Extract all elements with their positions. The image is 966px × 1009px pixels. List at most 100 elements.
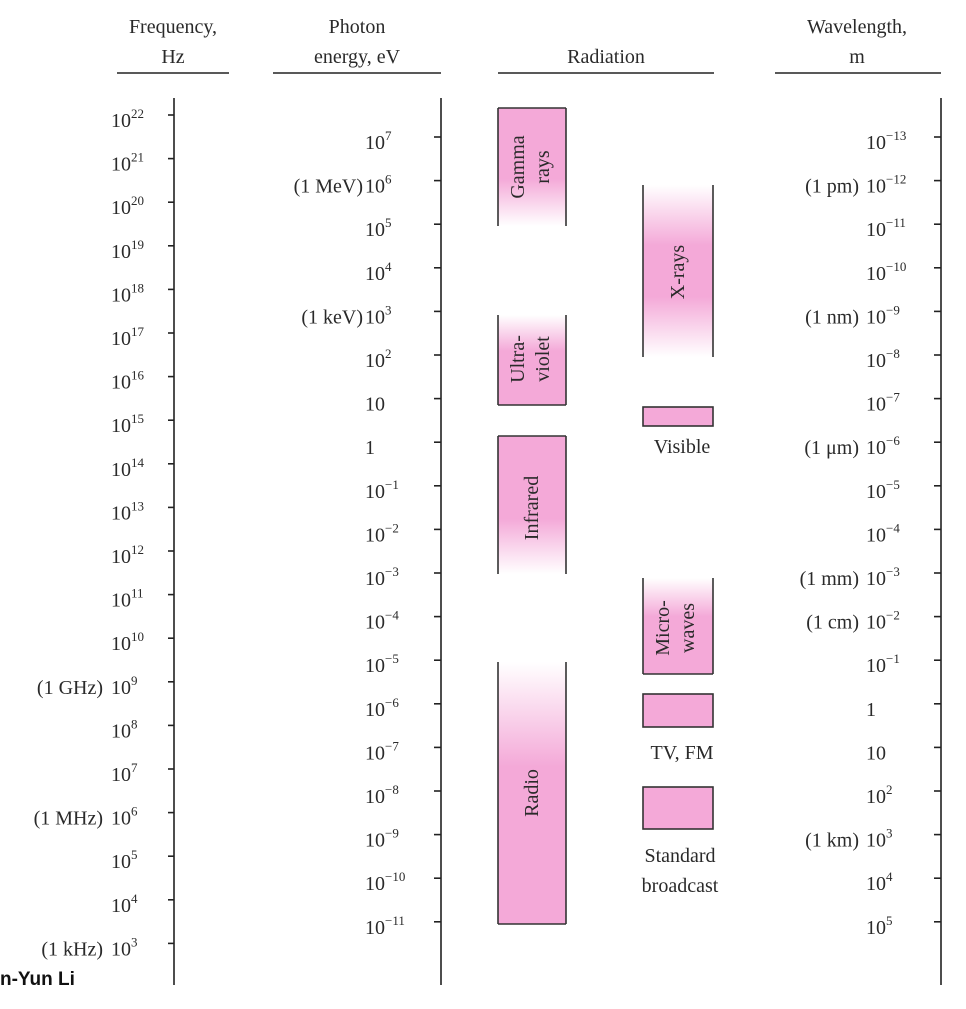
- wavelength-tick-label: 10−8: [866, 346, 900, 372]
- gamma-rays-fill: [498, 108, 566, 226]
- frequency-unit-label: (1 GHz): [37, 677, 103, 699]
- visible-band: Visible: [642, 406, 714, 458]
- energy-tick-label: 102: [365, 346, 392, 372]
- microwaves-label-line2: waves: [677, 603, 699, 653]
- wavelength-unit-label: (1 cm): [806, 612, 859, 634]
- wavelength-header-line2: m: [849, 46, 865, 68]
- ultraviolet-label-line1: Ultra-: [507, 335, 529, 383]
- energy-tick-label: 10−11: [365, 913, 405, 939]
- energy-tick-label: 10: [365, 394, 385, 416]
- wavelength-tick-label: 10−4: [866, 520, 900, 546]
- tv-fm-label: TV, FM: [651, 742, 714, 764]
- frequency-tick-label: 107: [111, 760, 138, 786]
- infrared-band: Infrared: [497, 435, 567, 574]
- wavelength-tick-label: 10−10: [866, 259, 906, 285]
- energy-tick-label: 10−9: [365, 826, 399, 852]
- wavelength-unit-label: (1 km): [805, 830, 859, 852]
- radio-fill: [498, 662, 566, 924]
- ultraviolet-fill: [498, 315, 566, 405]
- frequency-tick-label: 103: [111, 934, 138, 960]
- frequency-tick-label: 1010: [111, 629, 144, 655]
- energy-tick-label: 10−3: [365, 564, 399, 590]
- gamma-rays-band: Gamma rays: [497, 107, 567, 226]
- frequency-tick-label: 106: [111, 804, 138, 830]
- energy-unit-label: (1 keV): [301, 306, 363, 328]
- frequency-tick-label: 1012: [111, 542, 144, 568]
- wavelength-unit-label: (1 nm): [805, 306, 859, 328]
- ultraviolet-band: Ultra- violet: [497, 315, 567, 406]
- infrared-fill: [498, 436, 566, 574]
- wavelength-tick-label: 10−5: [866, 477, 900, 503]
- wavelength-unit-label: (1 mm): [800, 568, 859, 590]
- frequency-tick-label: 1021: [111, 150, 144, 176]
- wavelength-tick-label: 10−2: [866, 608, 900, 634]
- tv-fm-box: [642, 693, 714, 728]
- frequency-unit-label: (1 MHz): [34, 808, 103, 830]
- radio-band: Radio: [497, 662, 567, 925]
- frequency-unit-label: (1 kHz): [41, 938, 103, 960]
- frequency-tick-label: 105: [111, 847, 138, 873]
- wavelength-tick-label: 10−11: [866, 215, 906, 241]
- energy-tick-label: 105: [365, 215, 392, 241]
- visible-box: [642, 406, 714, 427]
- wavelength-unit-label: (1 pm): [805, 176, 859, 198]
- energy-header-line1: Photon: [329, 16, 386, 38]
- wavelength-tick-label: 10: [866, 742, 886, 764]
- standard-broadcast-box: [642, 786, 714, 830]
- microwaves-label-line1: Micro-: [652, 600, 674, 656]
- wavelength-unit-label: (1 μm): [804, 437, 859, 459]
- energy-tick-label: 10−8: [365, 782, 399, 808]
- ultraviolet-label-line2: violet: [532, 336, 554, 382]
- frequency-tick-label: 1019: [111, 237, 144, 263]
- standard-broadcast-band: Standard broadcast: [642, 786, 719, 897]
- gamma-rays-label-line1: Gamma: [507, 135, 529, 198]
- frequency-tick-label: 108: [111, 716, 138, 742]
- tv-fm-band: TV, FM: [642, 693, 714, 764]
- energy-header-line2: energy, eV: [314, 46, 401, 68]
- frequency-header-line1: Frequency,: [129, 16, 217, 38]
- frequency-tick-label: 1015: [111, 411, 144, 437]
- energy-tick-label: 10−4: [365, 608, 399, 634]
- infrared-label: Infrared: [521, 476, 543, 540]
- standard-broadcast-label-line1: Standard: [644, 845, 715, 867]
- standard-broadcast-label-line2: broadcast: [642, 875, 719, 897]
- wavelength-tick-label: 1: [866, 699, 876, 721]
- wavelength-header: Wavelength, m: [775, 16, 941, 74]
- energy-tick-label: 10−2: [365, 520, 399, 546]
- frequency-tick-label: 1011: [111, 586, 144, 612]
- frequency-header-line2: Hz: [161, 46, 184, 68]
- radio-label: Radio: [521, 769, 543, 817]
- frequency-tick-label: 1022: [111, 106, 144, 132]
- frequency-tick-label: 1016: [111, 368, 145, 394]
- energy-tick-label: 10−5: [365, 651, 399, 677]
- frequency-header: Frequency, Hz: [117, 16, 229, 74]
- radiation-header: Radiation: [498, 46, 714, 74]
- microwaves-fill: [643, 578, 713, 674]
- energy-tick-label: 10−7: [365, 738, 399, 764]
- wavelength-tick-label: 104: [866, 869, 893, 895]
- wavelength-tick-label: 10−13: [866, 128, 906, 154]
- frequency-tick-label: 1013: [111, 498, 144, 524]
- wavelength-tick-label: 103: [866, 826, 893, 852]
- wavelength-tick-label: 10−6: [866, 433, 900, 459]
- energy-unit-label: (1 MeV): [294, 176, 363, 198]
- frequency-tick-label: 109: [111, 673, 138, 699]
- frequency-tick-label: 104: [111, 891, 138, 917]
- energy-header: Photon energy, eV: [273, 16, 441, 74]
- wavelength-tick-label: 10−9: [866, 302, 900, 328]
- energy-tick-label: 103: [365, 302, 392, 328]
- frequency-tick-label: 1014: [111, 455, 145, 481]
- x-rays-band: X-rays: [642, 185, 714, 357]
- energy-tick-label: 10−6: [365, 695, 399, 721]
- radiation-header-label: Radiation: [567, 46, 645, 68]
- frequency-ticks: 1022 1021 1020 1019 1018 1017 1016 1015 1014 1013…: [34, 106, 174, 960]
- x-rays-fill: [643, 185, 713, 357]
- wavelength-tick-label: 10−1: [866, 651, 900, 677]
- energy-tick-label: 104: [365, 259, 392, 285]
- author-credit: n-Yun Li: [0, 969, 75, 990]
- x-rays-label: X-rays: [667, 245, 689, 300]
- wavelength-tick-label: 10−7: [866, 390, 900, 416]
